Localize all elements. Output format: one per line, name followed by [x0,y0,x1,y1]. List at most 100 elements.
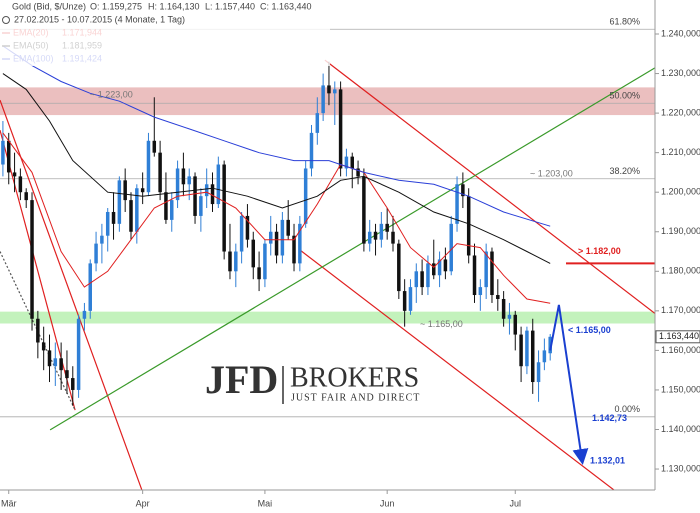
candle-body [496,295,500,299]
candle-body [36,318,40,343]
candle-body [6,140,11,173]
candle-body [379,223,384,240]
ema-line [2,45,551,227]
last-price-box [655,330,700,344]
candle-body [222,164,226,252]
candle-body [245,215,250,240]
candle-body [432,263,436,276]
chart-subtitle: 27.02.2015 - 10.07.2015 (4 Monate, 1 Tag… [14,14,185,24]
level-label: ~ 1.203,00 [530,169,573,179]
ema-line [2,73,551,264]
fib-label: 38.20% [609,166,640,176]
trendline [299,249,615,490]
candle-body [443,259,448,272]
candle-body [350,156,354,169]
candle-body [391,231,395,244]
candle-body [88,263,92,311]
target-label: < 1.165,00 [568,325,611,335]
candle-body [426,263,430,288]
candle-body [193,176,197,216]
candle-body [274,231,279,256]
candle-body [397,243,401,292]
candle-body [525,330,529,367]
header: Gold (Bid, $/Unze) O: 1.159,275 H: 1.164… [0,0,330,66]
level-label: ~ 1.223,00 [90,90,133,100]
candle-body [286,219,290,236]
candle-body [414,271,419,288]
header-bg [0,0,330,66]
candle-body [268,231,273,244]
candle-body [484,251,488,288]
candle-body [170,200,174,220]
candle-body [76,318,81,390]
candle-body [292,235,296,264]
candle-body [12,172,17,177]
chart-title: Gold (Bid, $/Unze) [12,1,86,11]
header-value: L: 1.157,440 [205,1,255,11]
candle-body [199,196,203,216]
y-tick-label: 1.170,000 [661,305,700,315]
y-tick-label: 1.180,000 [661,266,700,276]
candle-body [461,184,465,197]
candle-body [420,271,424,288]
candle-body [536,362,541,383]
candle-body [135,188,139,232]
candle-body [362,176,366,244]
candle-body [71,378,75,390]
y-tick-label: 1.130,000 [661,463,700,473]
watermark: JFD BROKERS JUST FAIR AND DIRECT [205,357,419,404]
candle-body [513,314,518,335]
candle-body [94,243,98,264]
candle-body [402,291,407,311]
candle-body [257,267,261,280]
header-value: C: 1.163,440 [260,1,312,11]
candle-body [367,231,372,244]
x-tick-label: Apr [136,498,150,508]
candle-body [129,200,133,232]
candle-body [216,164,221,205]
candle-body [18,176,23,193]
candle-body [490,251,494,296]
candle-body [303,168,308,224]
candle-body [338,89,343,169]
x-tick-label: Jul [510,498,522,508]
candle-body [542,350,547,363]
candle-body [315,113,320,133]
candle-body [408,287,413,311]
header-value: O: 1.159,275 [90,1,142,11]
candle-body [105,211,110,236]
candle-body [455,184,459,224]
candle-body [530,330,535,383]
header-value: H: 1.164,130 [148,1,200,11]
last-price-label: 1.163,440 [659,331,699,341]
y-tick-label: 1.210,000 [661,147,700,157]
candle-body [472,255,477,296]
candle-body [344,156,349,169]
y-tick-label: 1.190,000 [661,226,700,236]
candle-body [239,215,244,252]
candle-body [298,223,302,264]
candle-body [123,180,127,201]
candle-body [117,180,122,224]
brand-name: BROKERS [290,362,419,393]
candle-body [234,251,238,272]
candle-body [437,259,442,276]
candle-body [152,140,157,153]
y-tick-label: 1.220,000 [661,107,700,117]
projection [549,304,589,466]
candle-body [507,314,512,319]
fib-label: 0.00% [614,404,640,414]
candle-body [478,287,483,296]
candle-body [501,298,506,319]
candle-body [333,89,337,94]
candle-body [385,223,389,232]
fib-label: 50.00% [609,91,640,101]
candle-body [164,192,168,220]
candle-body [53,358,58,367]
candle-body [24,192,28,201]
target-label: > 1.182,00 [578,246,621,256]
candle-body [321,85,325,114]
candle-body [210,184,215,205]
trendline [324,59,655,315]
